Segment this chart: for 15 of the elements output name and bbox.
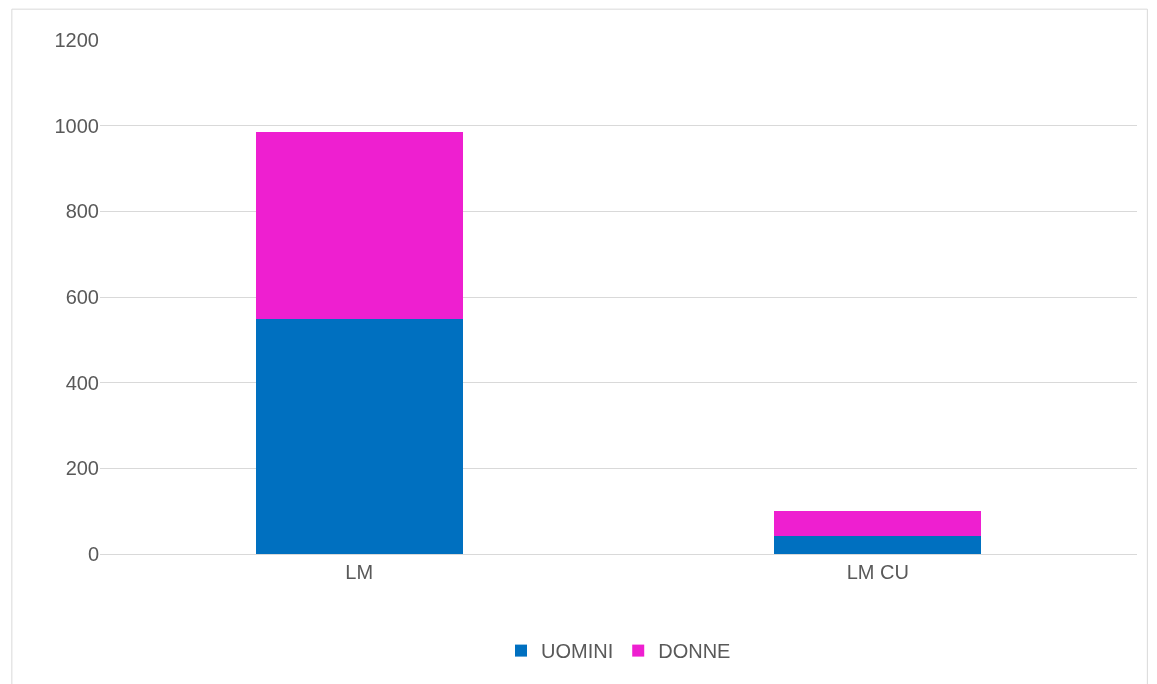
y-tick-label: 200 — [65, 457, 99, 480]
y-tick-label: 600 — [65, 286, 99, 308]
bar — [255, 319, 463, 554]
y-tick-label: 400 — [65, 371, 99, 394]
legend-label: DONNE — [658, 640, 731, 663]
y-tick-label: 1200 — [54, 29, 99, 51]
x-tick-label: LM — [345, 561, 374, 583]
x-tick-label: LM CU — [846, 561, 909, 583]
y-tick-label: 0 — [87, 543, 99, 565]
legend-label: UOMINI — [541, 640, 614, 663]
y-tick-label: 1000 — [54, 114, 99, 137]
bar — [255, 131, 463, 320]
bar — [774, 510, 982, 537]
bar — [774, 536, 982, 554]
y-tick-label: 800 — [65, 200, 99, 223]
